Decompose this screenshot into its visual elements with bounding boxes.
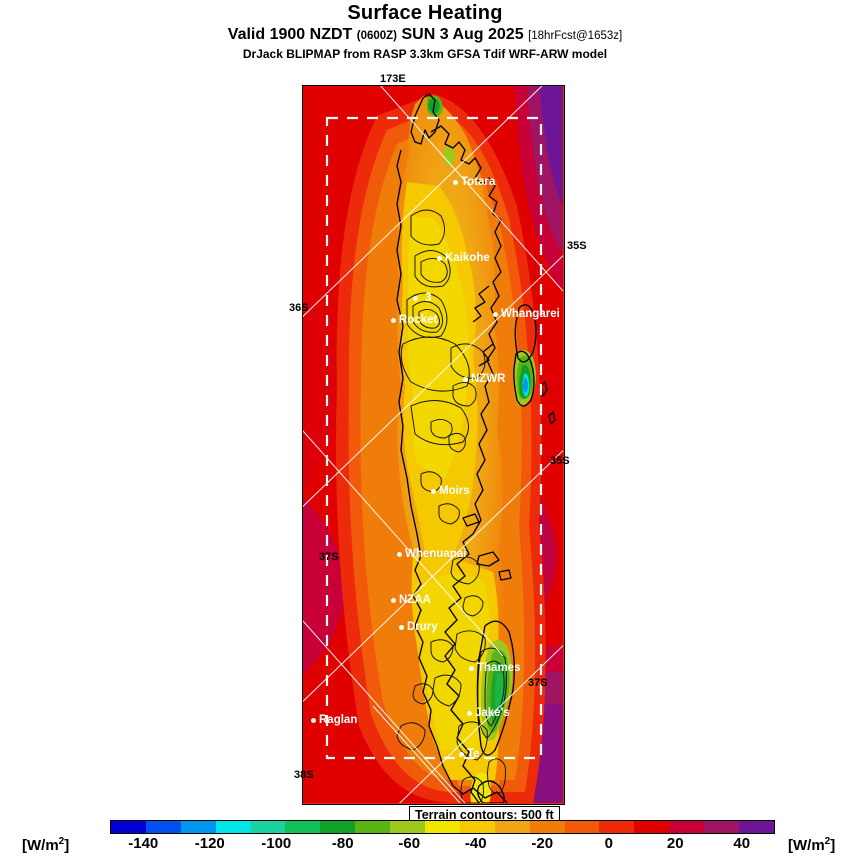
map-raster [303, 86, 563, 803]
station-dot [391, 597, 396, 603]
station-label-drury: Drury [399, 621, 438, 633]
colorbar-tick--100: -100 [261, 835, 292, 852]
colorbar-swatches [110, 820, 775, 834]
unit-label-left: [W/m2] [22, 836, 70, 854]
colorbar-swatch-3 [215, 821, 251, 833]
colorbar-tick--140: -140 [128, 835, 159, 852]
station-label-rocket: Rocket [391, 314, 437, 326]
lat-label-35s-east: 35S [567, 240, 587, 252]
colorbar-swatch-13 [564, 821, 600, 833]
colorbar-tick--60: -60 [398, 835, 421, 852]
valid-time-utc: (0600Z) [356, 30, 398, 42]
colorbar-swatch-0 [111, 821, 146, 833]
station-label-jakes: Jake's [467, 707, 510, 719]
station-dot [431, 488, 436, 494]
station-dot [399, 624, 404, 630]
station-dot [311, 717, 316, 723]
page-title: Surface Heating [347, 2, 503, 24]
forecast-map[interactable]: Totara Kaikohe Whangarei Rocket NZWR Moi… [302, 85, 565, 805]
valid-date-text: SUN 3 Aug 2025 [401, 26, 524, 43]
colorbar-legend: [W/m2] -140 -120 -100 -80 -60 -40 -20 0 20 40 [W/… [0, 820, 850, 860]
colorbar-tick--20: -20 [531, 835, 554, 852]
colorbar-swatch-14 [599, 821, 635, 833]
station-dot [397, 551, 402, 557]
colorbar-swatch-2 [180, 821, 216, 833]
lat-label-36s-east: 35S [550, 455, 570, 467]
colorbar-swatch-9 [425, 821, 460, 833]
colorbar-swatch-15 [634, 821, 670, 833]
station-label-moirs: Moirs [431, 485, 470, 497]
station-dot [467, 710, 472, 716]
station-dot [469, 665, 474, 671]
colorbar-tick-40: 40 [733, 835, 751, 852]
station-label-whenuapai: Whenuapai [397, 548, 466, 560]
lat-label-36s-west: 36S [289, 302, 309, 314]
title-block: Surface Heating Valid 1900 NZDT (0600Z) … [0, 2, 850, 62]
valid-time-line: Valid 1900 NZDT (0600Z) SUN 3 Aug 2025 [… [0, 25, 850, 46]
colorbar-swatch-5 [285, 821, 321, 833]
colorbar-swatch-17 [704, 821, 740, 833]
station-label-kaikohe: Kaikohe [437, 252, 490, 264]
station-dot [453, 179, 458, 185]
colorbar-tick-20: 20 [666, 835, 684, 852]
colorbar-swatch-12 [529, 821, 565, 833]
colorbar-tick-labels: -140 -120 -100 -80 -60 -40 -20 0 20 40 [110, 835, 775, 857]
colorbar-tick--40: -40 [464, 835, 487, 852]
station-dot [459, 751, 464, 757]
colorbar-swatch-18 [739, 821, 774, 833]
colorbar-swatch-16 [669, 821, 705, 833]
colorbar-swatch-1 [145, 821, 181, 833]
station-dot [437, 255, 442, 261]
station-dot [493, 311, 498, 317]
station-dot [463, 376, 468, 382]
station-label-nzaa: NZAA [391, 594, 431, 606]
station-label-nzwr: NZWR [463, 373, 506, 385]
forecast-hour-text: [18hrFcst@1653z] [528, 30, 623, 42]
station-dot [391, 317, 396, 323]
colorbar-swatch-11 [494, 821, 530, 833]
model-source-line: DrJack BLIPMAP from RASP 3.3km GFSA Tdif… [242, 47, 608, 61]
colorbar-swatch-8 [390, 821, 426, 833]
valid-time-text: Valid 1900 NZDT [227, 26, 353, 43]
station-label-te: Te [459, 748, 480, 760]
lat-label-37s-east: 37S [528, 677, 548, 689]
contour-point-dot-marker [413, 293, 421, 305]
colorbar-tick--80: -80 [331, 835, 354, 852]
contour-value-label: 3 [425, 292, 432, 304]
station-dot [413, 296, 418, 302]
colorbar-swatch-10 [459, 821, 495, 833]
station-label-whangarei: Whangarei [493, 308, 560, 320]
lat-label-38s-west: 38S [294, 769, 314, 781]
lat-label-37s-west: 37S [319, 551, 339, 563]
colorbar-swatch-6 [320, 821, 356, 833]
station-label-totara: Totara [453, 176, 495, 188]
colorbar-swatch-4 [250, 821, 286, 833]
unit-label-right: [W/m2] [788, 836, 836, 854]
station-label-thames: Thames [469, 662, 520, 674]
colorbar-swatch-7 [355, 821, 391, 833]
station-label-raglan: Raglan [311, 714, 357, 726]
lon-label-173e: 173E [380, 73, 406, 85]
colorbar-tick-0: 0 [604, 835, 613, 852]
colorbar-tick--120: -120 [194, 835, 225, 852]
